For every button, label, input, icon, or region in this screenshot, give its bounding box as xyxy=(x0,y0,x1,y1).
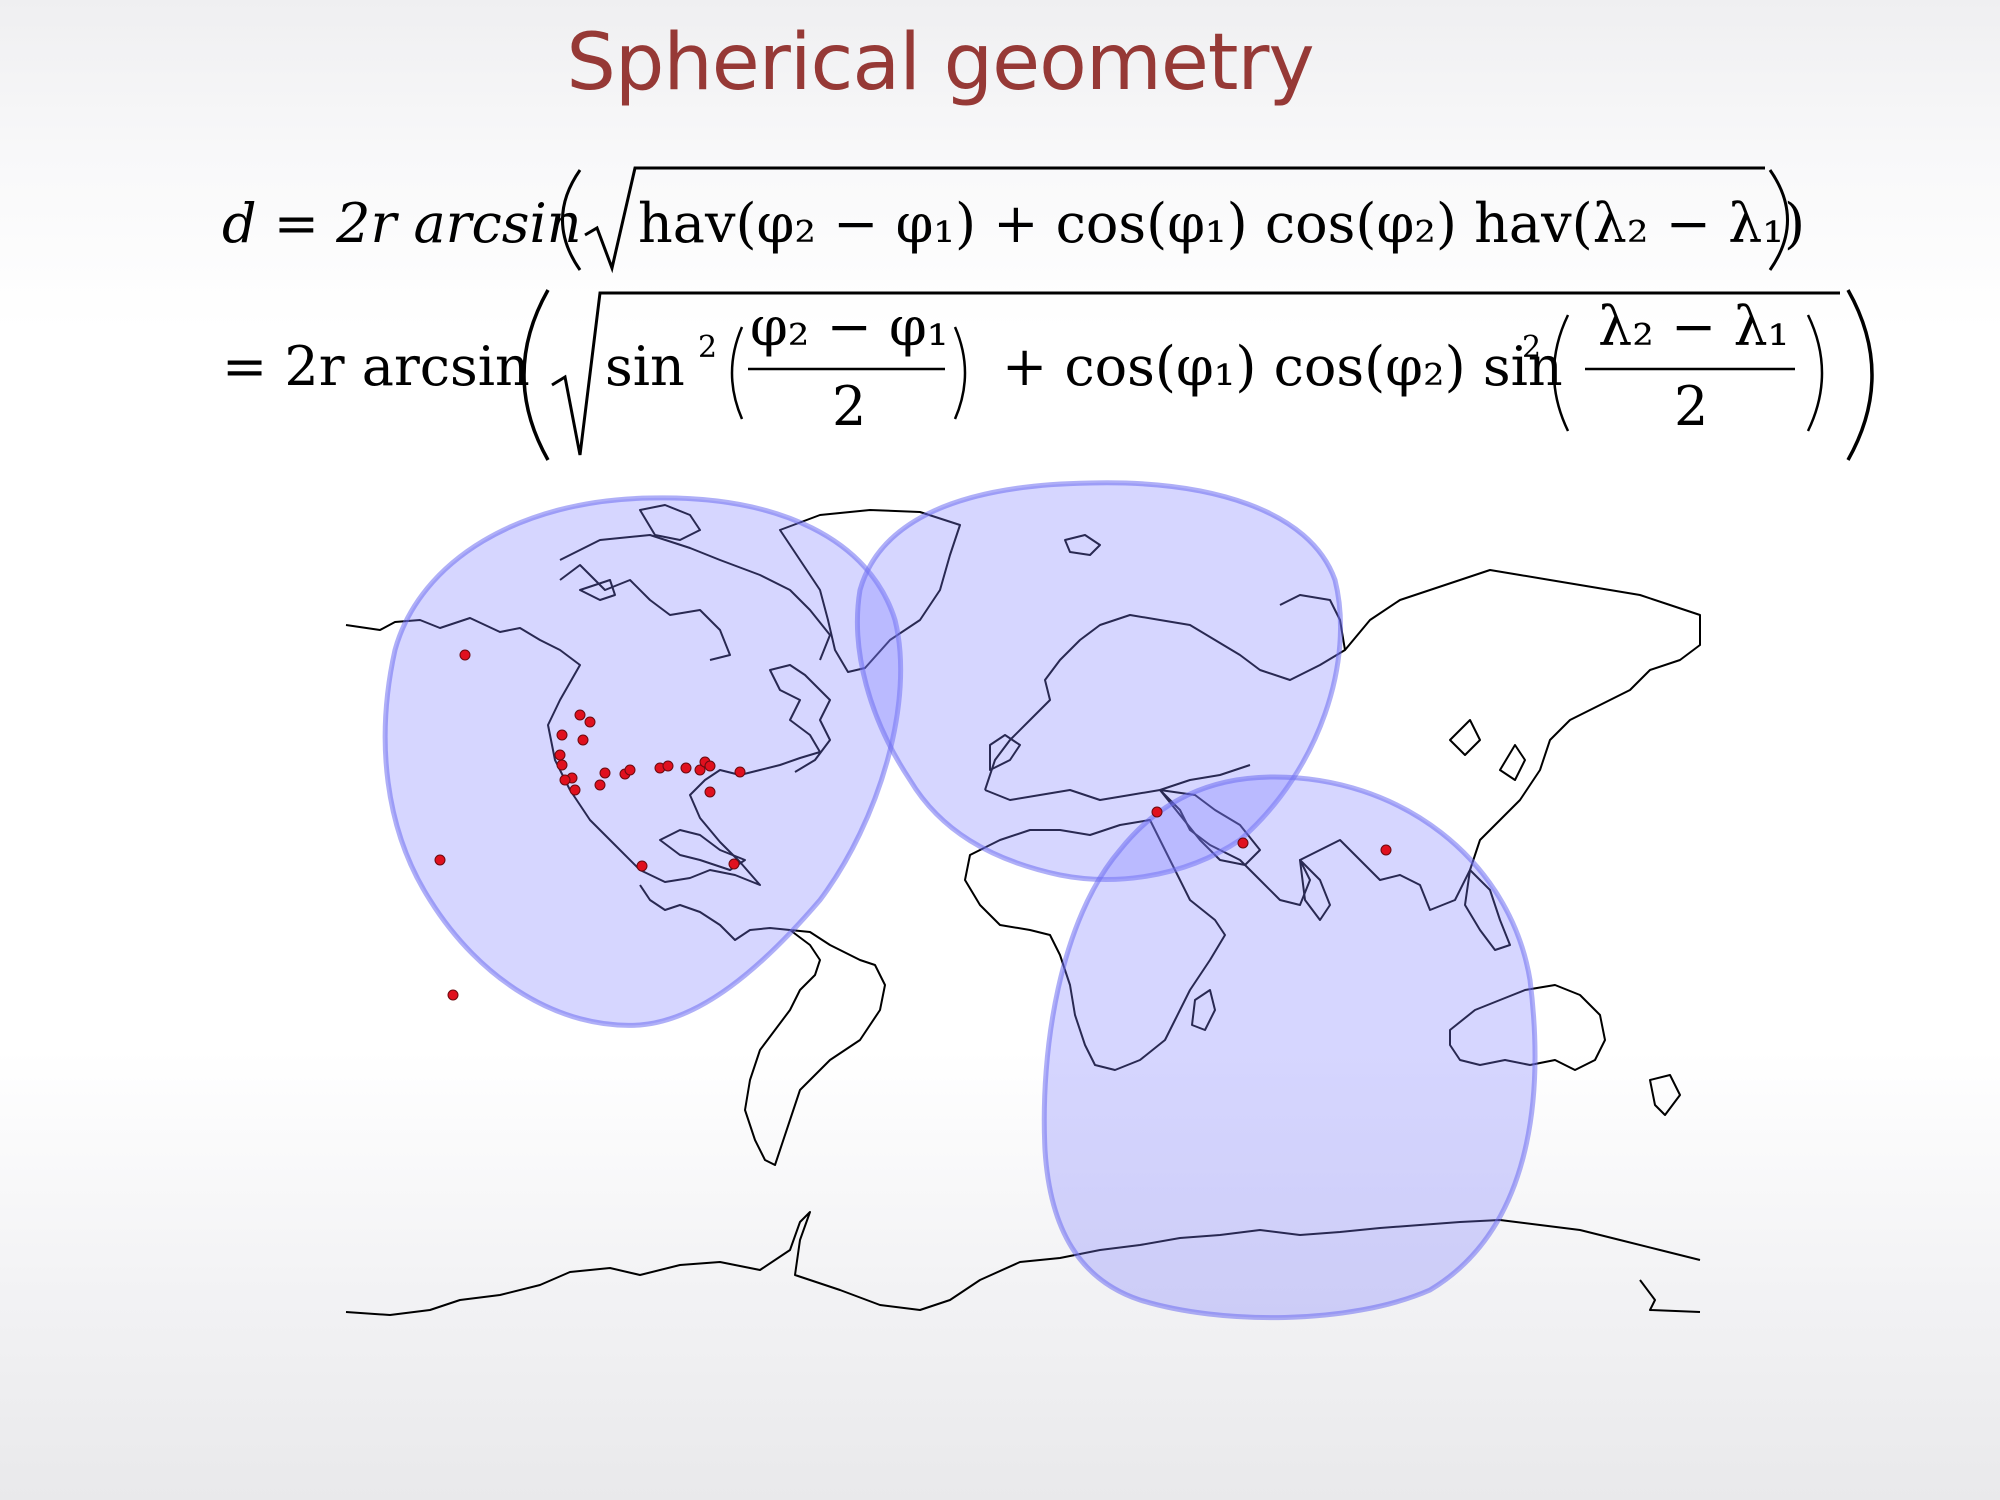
coastline-australia xyxy=(1449,984,1606,1071)
coverage-region-europe xyxy=(855,480,1343,882)
city-marker xyxy=(1237,837,1249,849)
city-marker xyxy=(704,786,716,798)
city-marker xyxy=(556,729,568,741)
city-marker xyxy=(1151,806,1163,818)
city-marker xyxy=(577,734,589,746)
city-markers xyxy=(434,649,1392,1001)
city-marker xyxy=(694,764,706,776)
city-marker xyxy=(584,716,596,728)
formula-line2-sin-a: sin xyxy=(605,335,685,398)
city-marker xyxy=(636,860,648,872)
city-marker xyxy=(599,767,611,779)
coastline-antarctica xyxy=(345,1211,1701,1316)
haversine-formula-line-2: = 2r arcsin sin 2 φ₂ − φ₁ 2 + cos(φ₁) co… xyxy=(222,289,1874,461)
formula-line2-lhs: = 2r arcsin xyxy=(222,335,530,398)
formula-line2-frac-b-den: 2 xyxy=(1674,375,1708,438)
formula-line1-sqrt-body: hav(φ₂ − φ₁) + cos(φ₁) cos(φ₂) hav(λ₂ − … xyxy=(638,192,1805,255)
city-marker xyxy=(734,766,746,778)
city-marker xyxy=(559,774,571,786)
coverage-region-indian-ocean xyxy=(1041,774,1538,1321)
coastline-greenland xyxy=(779,509,961,673)
city-marker xyxy=(459,649,471,661)
city-marker xyxy=(447,989,459,1001)
city-marker xyxy=(624,764,636,776)
coastline-south-america xyxy=(744,929,886,1166)
coverage-region-americas xyxy=(382,495,904,1028)
city-marker xyxy=(662,760,674,772)
formula-line2-mid: + cos(φ₁) cos(φ₂) sin xyxy=(1002,335,1563,398)
haversine-formula-line-1: d = 2r arcsin hav(φ₂ − φ₁) + cos(φ₁) cos… xyxy=(222,166,1805,274)
city-marker xyxy=(574,709,586,721)
city-marker xyxy=(704,760,716,772)
city-marker xyxy=(594,779,606,791)
slide-title: Spherical geometry xyxy=(566,18,1314,108)
formula-line2-frac-b-num: λ₂ − λ₁ xyxy=(1598,295,1789,358)
city-marker xyxy=(554,749,566,761)
formula-line2-frac-a-num: φ₂ − φ₁ xyxy=(750,295,949,358)
city-marker xyxy=(1380,844,1392,856)
formula-line2-frac-a-den: 2 xyxy=(832,375,866,438)
formula-line2-sup-a: 2 xyxy=(698,330,717,365)
city-marker xyxy=(728,858,740,870)
city-marker xyxy=(556,759,568,771)
coastline-north-america xyxy=(345,617,831,886)
formula-line1-lhs: d = 2r arcsin xyxy=(222,192,582,255)
coastline-africa xyxy=(964,819,1226,1071)
coastline-asia xyxy=(1159,569,1701,911)
city-marker xyxy=(680,762,692,774)
formula-line2-sup-b: 2 xyxy=(1522,330,1541,365)
city-marker xyxy=(569,784,581,796)
city-marker xyxy=(434,854,446,866)
